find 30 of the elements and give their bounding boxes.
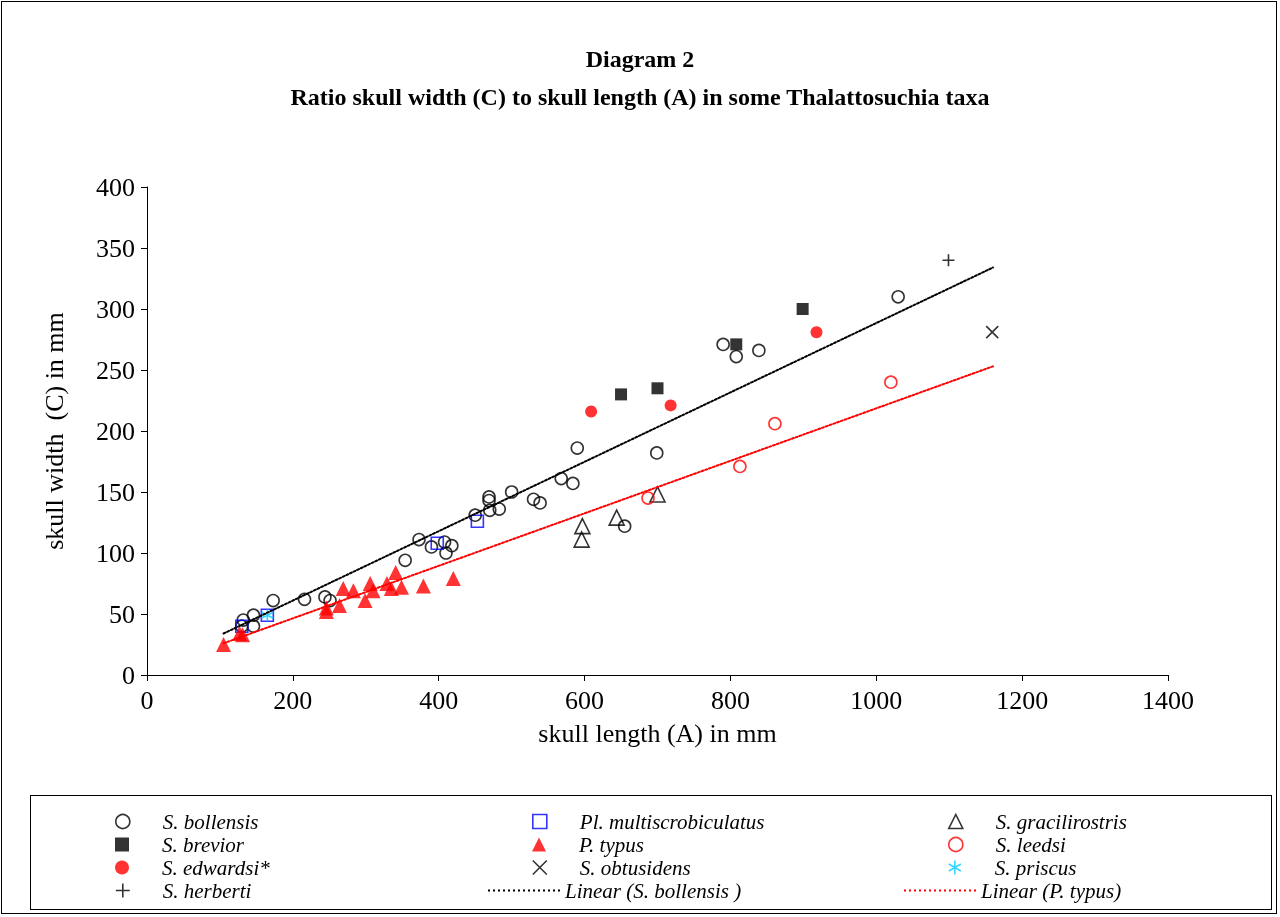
y-axis-title: skull width (C) in mm bbox=[39, 312, 69, 550]
chart-subtitle: Ratio skull width (C) to skull length (A) in some Thalattosuchia taxa bbox=[290, 84, 990, 110]
x-axis-title: skull length (A) in mm bbox=[538, 718, 777, 748]
y-tick-label: 150 bbox=[96, 477, 135, 507]
y-tick-label: 300 bbox=[96, 294, 135, 324]
x-tick-label: 800 bbox=[710, 685, 750, 715]
legend-label: S. gracilirostris bbox=[995, 809, 1127, 834]
y-tick-label: 0 bbox=[122, 660, 135, 690]
x-tick-label: 0 bbox=[140, 685, 154, 715]
x-tick-label: 200 bbox=[273, 685, 313, 715]
y-tick-label: 400 bbox=[96, 172, 135, 202]
legend-label: Linear (S. bollensis ) bbox=[564, 878, 742, 903]
legend-label: S. brevior bbox=[162, 832, 245, 857]
y-tick-label: 100 bbox=[96, 538, 135, 568]
chart-title: Diagram 2 bbox=[585, 46, 695, 72]
legend-label: S. priscus bbox=[994, 855, 1077, 880]
legend-label: P. typus bbox=[578, 832, 644, 857]
x-tick-label: 600 bbox=[565, 685, 605, 715]
y-tick-label: 200 bbox=[96, 416, 135, 446]
y-tick-label: 50 bbox=[109, 599, 135, 629]
y-tick-label: 350 bbox=[96, 233, 135, 263]
x-tick-label: 1000 bbox=[850, 685, 903, 715]
legend-label: Pl. multiscrobiculatus bbox=[578, 809, 765, 834]
x-tick-label: 400 bbox=[419, 685, 459, 715]
y-tick-label: 250 bbox=[96, 355, 135, 385]
x-tick-label: 1200 bbox=[996, 685, 1049, 715]
legend-label: S. herberti bbox=[162, 878, 252, 903]
legend-label: S. edwardsi* bbox=[162, 855, 271, 880]
legend-label: S. bollensis bbox=[162, 809, 259, 834]
x-tick-label: 1400 bbox=[1142, 685, 1194, 715]
